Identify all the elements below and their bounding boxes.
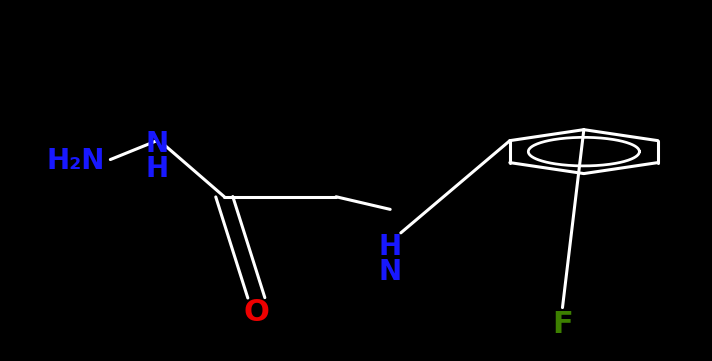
Text: O: O [244,298,269,327]
Text: H₂N: H₂N [46,147,105,175]
Text: N
H: N H [145,130,168,183]
Text: H
N: H N [379,233,402,286]
Text: F: F [552,310,573,339]
